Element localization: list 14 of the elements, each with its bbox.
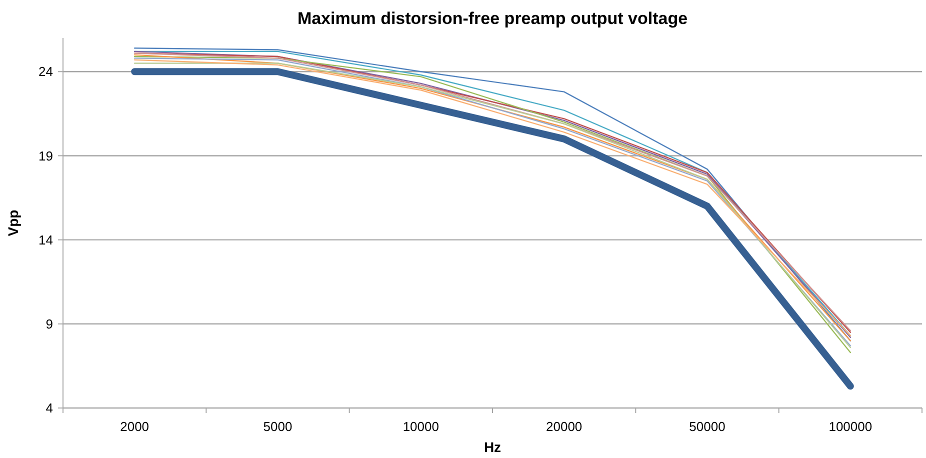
y-tick-label: 4 [46, 400, 53, 416]
x-axis-title: Hz [484, 439, 502, 455]
x-tick-label: 100000 [828, 419, 872, 434]
x-tick-label: 2000 [120, 419, 150, 434]
y-tick-label: 24 [38, 64, 53, 80]
chart-title: Maximum distorsion-free preamp output voltage [297, 9, 688, 28]
y-tick-label: 19 [38, 148, 53, 164]
y-axis-title: Vpp [5, 210, 21, 236]
y-tick-label: 14 [38, 232, 53, 248]
x-tick-label: 5000 [263, 419, 292, 434]
x-tick-label: 20000 [546, 419, 582, 434]
y-tick-label: 9 [46, 316, 53, 332]
x-tick-label: 50000 [689, 419, 726, 434]
x-tick-label: 10000 [402, 419, 439, 434]
